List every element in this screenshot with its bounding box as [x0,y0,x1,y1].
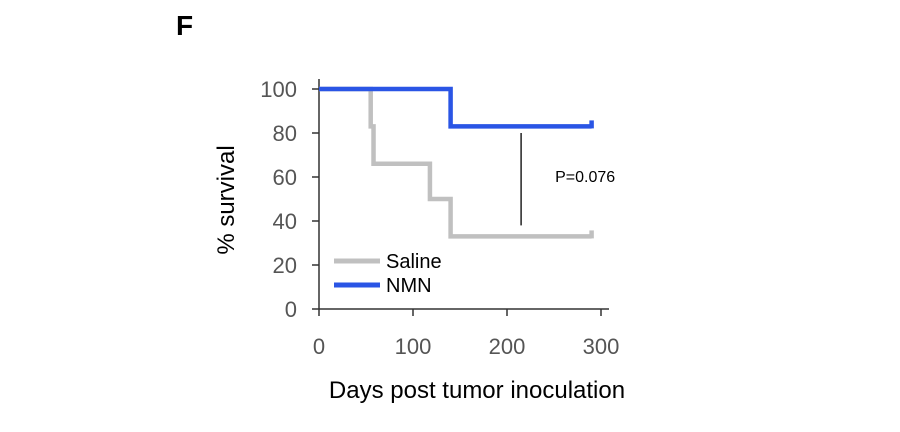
panel-letter: F [176,10,194,41]
x-axis-title: Days post tumor inoculation [329,377,625,404]
series-line-saline [319,86,592,239]
y-tick-label: 40 [273,209,297,234]
x-tick-label: 200 [489,334,526,359]
y-tick-label: 60 [273,165,297,190]
legend-label-saline: Saline [386,251,442,273]
p-value-label: P=0.076 [555,169,615,186]
y-tick-label: 20 [273,253,297,278]
series-layer [319,86,594,239]
y-tick-label: 100 [260,77,297,102]
x-tick-label: 0 [313,334,325,359]
axes [318,79,609,310]
ticks: 0 20 40 60 80 100 0 100 200 300 [260,77,619,359]
y-axis-title: % survival [213,145,240,254]
y-tick-label: 80 [273,121,297,146]
annotation-layer: P=0.076 [520,133,615,226]
series-line-nmn [319,86,592,129]
legend-label-nmn: NMN [386,275,432,297]
y-tick-label: 0 [285,297,297,322]
x-tick-label: 100 [395,334,432,359]
x-tick-label: 300 [583,334,620,359]
